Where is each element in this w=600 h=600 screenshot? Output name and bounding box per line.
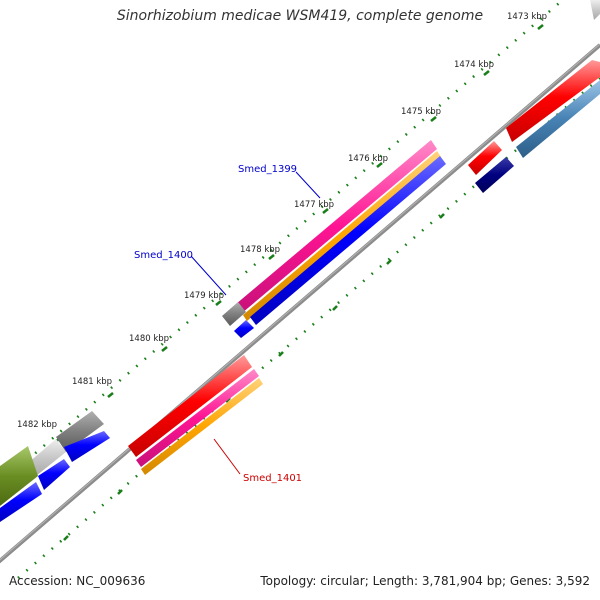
forward-cds-red[interactable] [506,60,600,142]
genome-stats: Topology: circular; Length: 3,781,904 bp… [260,574,590,588]
genome-backbone-highlight [0,43,600,561]
forward-cds-red-lower[interactable] [128,355,252,457]
gene-label-smed-1401[interactable]: Smed_1401 [243,473,302,484]
tick-label: 1479 kbp [184,291,224,301]
accession-label: Accession: [9,574,73,588]
reverse-cds-blue[interactable] [250,156,446,325]
tick-label: 1476 kbp [348,154,388,164]
tick-labels: 1473 kbp 1474 kbp 1475 kbp 1476 kbp 1477… [17,12,547,430]
topology-label: Topology: [260,574,317,588]
tick-label: 1474 kbp [454,60,494,70]
genome-backbone [0,43,600,564]
reverse-cds-blue-left1[interactable] [64,431,110,462]
tick-label: 1482 kbp [17,420,57,430]
leader-line [213,438,241,475]
reverse-cds-blue-left3[interactable] [0,482,42,522]
navy-feature[interactable] [475,157,514,193]
gray-feature-top [590,0,600,20]
tick-label: 1478 kbp [240,245,280,255]
reverse-cds-blue-left2[interactable] [38,459,70,490]
tick-label: 1475 kbp [401,107,441,117]
tick-label: 1481 kbp [72,377,112,387]
gene-label-smed-1399[interactable]: Smed_1399 [238,164,297,175]
rna-feature-upper[interactable] [236,140,437,313]
outer-tick-ring [9,0,565,476]
accession-info: Accession: NC_009636 [9,574,145,588]
reverse-cds-blue-small[interactable] [234,320,254,338]
topology-value: circular [320,574,365,588]
leader-line [295,171,321,199]
major-ticks [53,23,544,445]
length-label: Length: [372,574,419,588]
accession-value: NC_009636 [76,574,146,588]
pseudo-feature-left[interactable] [56,411,104,452]
rna-feature-lower[interactable] [136,369,259,467]
inner-tick-ring [17,77,600,579]
genes-label: Genes: [509,574,552,588]
steel-feature[interactable] [516,80,600,158]
leader-line [190,255,227,296]
tick-label: 1473 kbp [507,12,547,22]
genes-value: 3,592 [555,574,590,588]
light-feature-left[interactable] [28,439,66,476]
forward-cds-red-small[interactable] [468,141,502,175]
tick-label: 1477 kbp [294,200,334,210]
orange-feature-upper[interactable] [243,151,441,321]
gene-label-smed-1400[interactable]: Smed_1400 [134,250,193,261]
tick-label: 1480 kbp [129,334,169,344]
orange-feature-lower[interactable] [141,378,263,475]
map-title: Sinorhizobium medicae WSM419, complete g… [116,8,484,24]
olive-feature-left[interactable] [0,446,38,506]
pseudo-feature-upper[interactable] [222,302,246,326]
length-value: 3,781,904 bp [421,574,502,588]
